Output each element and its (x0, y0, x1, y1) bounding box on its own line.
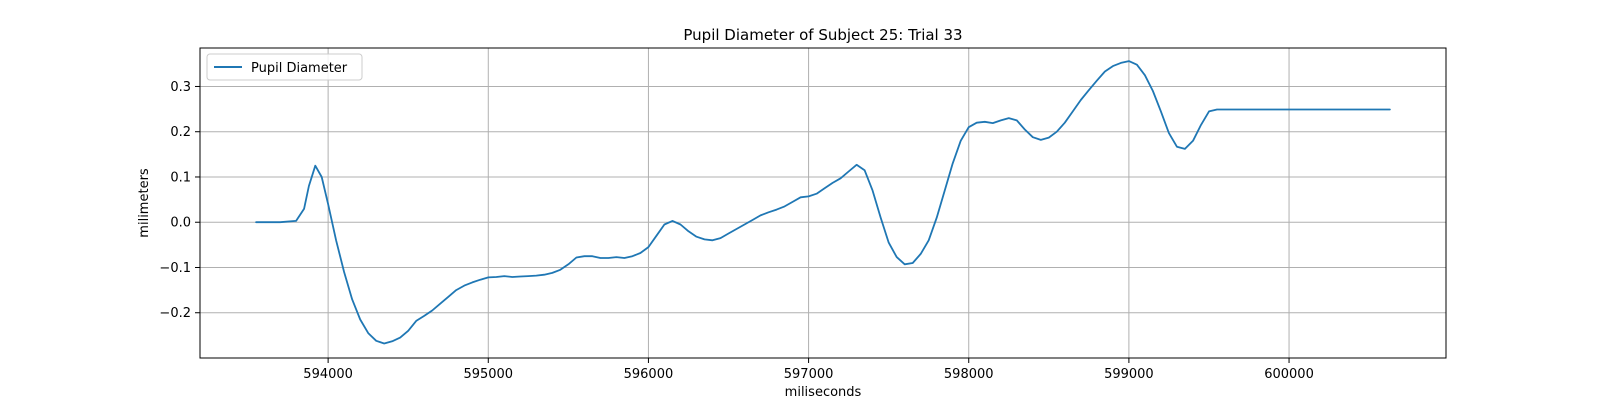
legend: Pupil Diameter (206, 53, 363, 81)
x-tick-label: 596000 (624, 367, 674, 382)
x-tick-label: 598000 (944, 367, 994, 382)
x-tick-label: 594000 (303, 367, 353, 382)
plot-frame (199, 47, 1447, 359)
y-tick-label: 0.0 (170, 216, 191, 231)
y-tick-label: −0.2 (159, 306, 191, 321)
plot-lines (255, 60, 1391, 345)
chart-title: Pupil Diameter of Subject 25: Trial 33 (683, 26, 962, 44)
y-tick-label: 0.1 (170, 170, 191, 185)
legend-box (206, 53, 363, 81)
y-tick-label: −0.1 (159, 261, 191, 276)
series-line-0 (255, 60, 1391, 345)
axis-ticks: 594000 595000 596000 597000 598000 599000 6000… (159, 80, 1313, 382)
grid (200, 48, 1446, 358)
x-tick-label: 597000 (784, 367, 834, 382)
y-axis-label: milimeters (137, 168, 152, 238)
x-tick-label: 599000 (1104, 367, 1154, 382)
x-axis-label: miliseconds (785, 385, 862, 400)
y-tick-label: 0.3 (170, 80, 191, 95)
legend-label: Pupil Diameter (251, 61, 348, 76)
x-tick-label: 595000 (463, 367, 513, 382)
x-tick-label: 600000 (1264, 367, 1314, 382)
y-tick-label: 0.2 (170, 125, 191, 140)
